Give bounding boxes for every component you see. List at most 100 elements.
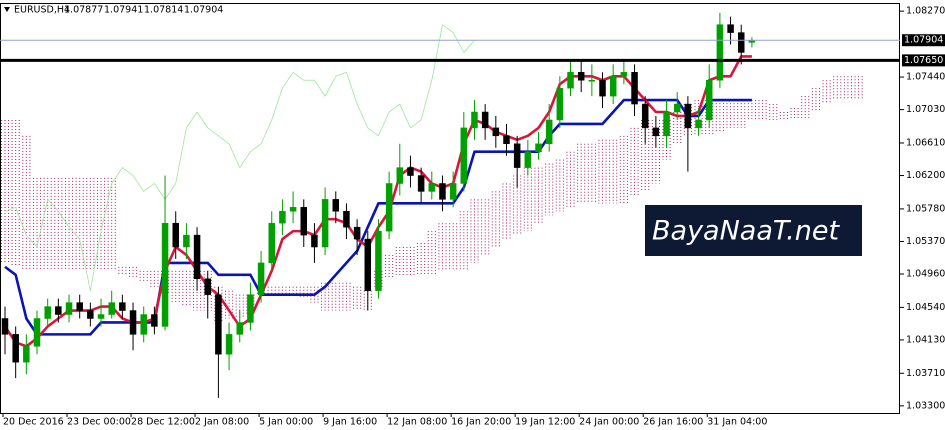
candle-body xyxy=(76,302,83,311)
candle-body xyxy=(1,318,9,335)
candle-body xyxy=(161,222,169,327)
y-tick-label: 1.06610 xyxy=(906,137,945,148)
candle-body xyxy=(609,76,617,97)
candle-body xyxy=(108,302,115,315)
y-tick-label: 1.04540 xyxy=(906,302,945,313)
candle-body xyxy=(321,199,329,248)
candle-body xyxy=(97,314,105,319)
candle-body xyxy=(140,314,147,335)
candle-body xyxy=(204,278,211,295)
indicator-line xyxy=(4,24,475,292)
candle-body xyxy=(311,234,318,248)
watermark-box xyxy=(645,205,862,256)
candle-body xyxy=(481,111,489,129)
x-tick-label: 19 Jan 12:00 xyxy=(515,417,575,428)
current-price-label: 1.07904 xyxy=(904,35,943,46)
candle-body xyxy=(588,79,596,82)
watermark: BayaNaaT.net xyxy=(645,205,862,256)
candle-body xyxy=(151,314,158,327)
y-tick-label: 1.04130 xyxy=(906,334,945,345)
candle-body xyxy=(673,103,681,113)
header-low: 1.07814 xyxy=(144,5,183,16)
candle-body xyxy=(471,111,478,129)
candle-body xyxy=(460,127,468,184)
header-open: 1.07877 xyxy=(64,5,103,16)
candle-body xyxy=(428,183,436,192)
candle-body xyxy=(449,183,457,200)
candle-body xyxy=(183,234,190,248)
candle-body xyxy=(193,234,201,280)
x-tick-label: 12 Jan 08:00 xyxy=(387,417,447,428)
candle-body xyxy=(353,226,361,240)
candle-body xyxy=(620,72,628,77)
x-tick-label: 9 Jan 16:00 xyxy=(323,417,377,428)
candle-body xyxy=(641,103,649,129)
x-tick-label: 31 Jan 04:00 xyxy=(707,417,767,428)
candle-body xyxy=(332,199,340,212)
candle-body xyxy=(247,294,254,323)
candle-body xyxy=(300,207,308,236)
x-tick-label: 16 Jan 20:00 xyxy=(451,417,511,428)
candle-body xyxy=(439,183,446,200)
candle-body xyxy=(289,207,297,212)
header: EURUSD,H4 1.07877 1.07941 1.07814 1.0790… xyxy=(4,5,223,16)
x-tick-label: 20 Dec 2016 xyxy=(3,417,64,428)
candle-body xyxy=(545,119,553,145)
candle-body xyxy=(727,24,734,33)
candle-body xyxy=(55,306,62,315)
candle-body xyxy=(33,318,41,347)
y-tick-label: 1.07030 xyxy=(906,104,945,115)
candle-body xyxy=(652,127,660,137)
candle-body xyxy=(577,72,585,81)
candle-body xyxy=(513,143,521,168)
candle-body xyxy=(492,127,500,137)
x-tick-label: 26 Jan 16:00 xyxy=(643,417,703,428)
candle-body xyxy=(172,222,179,248)
candle-body xyxy=(225,334,233,355)
y-tick-label: 1.03300 xyxy=(906,400,945,411)
candle-body xyxy=(567,72,574,89)
candle-body xyxy=(23,346,30,363)
x-tick-label: 24 Jan 00:00 xyxy=(579,417,639,428)
symbol: EURUSD,H4 xyxy=(14,5,70,16)
candle-body xyxy=(257,262,265,295)
header-close: 1.07904 xyxy=(184,5,223,16)
y-tick-label: 1.06200 xyxy=(906,170,945,181)
candle-body xyxy=(599,79,606,97)
x-tick-label: 23 Dec 00:00 xyxy=(67,417,131,428)
candle-body xyxy=(119,302,126,311)
candle-body xyxy=(385,183,393,232)
candle-body xyxy=(343,211,350,228)
candle-layer xyxy=(1,12,756,398)
x-tick-label: 28 Dec 12:00 xyxy=(131,417,195,428)
x-tick-label: 2 Jan 08:00 xyxy=(195,417,249,428)
candle-body xyxy=(407,167,414,176)
candle-body xyxy=(737,32,745,53)
candle-body xyxy=(556,87,564,121)
candle-body xyxy=(364,238,372,291)
y-tick-label: 1.05370 xyxy=(906,236,945,247)
candle-body xyxy=(716,24,724,81)
header-icon xyxy=(4,7,10,12)
candle-body xyxy=(396,167,404,184)
header-high: 1.07941 xyxy=(104,5,143,16)
y-tick-label: 1.03710 xyxy=(906,368,945,379)
candle-body xyxy=(65,302,73,315)
y-tick-label: 1.08270 xyxy=(906,6,945,17)
level-label: 1.07650 xyxy=(904,55,943,66)
candle-body xyxy=(268,222,275,264)
candle-body xyxy=(684,103,692,129)
candle-body xyxy=(417,175,425,192)
overlay-layer: 1.07650 1.07904 xyxy=(0,34,945,67)
candle-body xyxy=(631,72,638,105)
watermark-text: BayaNaaT.net xyxy=(652,216,840,247)
x-tick-label: 5 Jan 00:00 xyxy=(259,417,313,428)
candle-body xyxy=(503,135,510,145)
candle-body xyxy=(236,322,243,335)
candle-body xyxy=(279,211,286,224)
candle-body xyxy=(129,310,137,335)
cloud-layer xyxy=(0,76,863,323)
level-label-box xyxy=(902,54,945,67)
candle-body xyxy=(663,111,670,137)
